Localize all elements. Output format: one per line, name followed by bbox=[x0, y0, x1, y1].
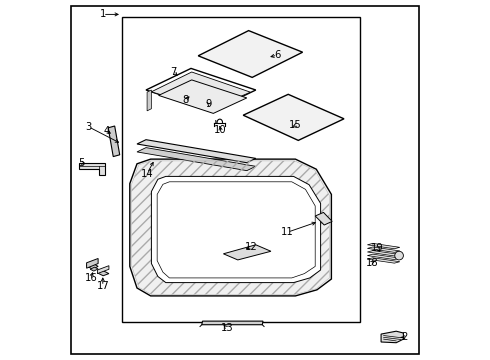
Polygon shape bbox=[368, 243, 400, 249]
Text: 13: 13 bbox=[220, 323, 233, 333]
Polygon shape bbox=[137, 148, 256, 171]
Text: 8: 8 bbox=[182, 95, 189, 105]
Text: 16: 16 bbox=[85, 273, 98, 283]
Text: 18: 18 bbox=[366, 258, 378, 268]
Text: 7: 7 bbox=[171, 67, 177, 77]
Polygon shape bbox=[368, 251, 400, 256]
Polygon shape bbox=[90, 267, 98, 271]
Polygon shape bbox=[243, 94, 344, 140]
Polygon shape bbox=[315, 212, 332, 225]
Text: 17: 17 bbox=[97, 281, 109, 291]
Polygon shape bbox=[147, 90, 151, 111]
Polygon shape bbox=[198, 31, 303, 77]
Polygon shape bbox=[87, 263, 98, 269]
Text: 6: 6 bbox=[274, 50, 281, 60]
Text: 14: 14 bbox=[141, 168, 153, 179]
Polygon shape bbox=[159, 80, 247, 113]
Polygon shape bbox=[98, 271, 109, 276]
Polygon shape bbox=[130, 159, 331, 296]
Polygon shape bbox=[223, 245, 271, 260]
Text: 11: 11 bbox=[281, 227, 294, 237]
Circle shape bbox=[395, 251, 403, 260]
Polygon shape bbox=[368, 254, 400, 260]
Bar bbox=[122, 17, 360, 322]
Polygon shape bbox=[98, 266, 109, 274]
Polygon shape bbox=[87, 258, 98, 268]
Polygon shape bbox=[137, 140, 256, 163]
Text: 5: 5 bbox=[78, 158, 85, 168]
Polygon shape bbox=[108, 126, 120, 157]
Polygon shape bbox=[151, 176, 320, 283]
Polygon shape bbox=[381, 331, 403, 343]
Text: 10: 10 bbox=[214, 125, 227, 135]
Text: 19: 19 bbox=[371, 243, 384, 253]
Text: 1: 1 bbox=[99, 9, 106, 19]
Text: 3: 3 bbox=[85, 122, 92, 132]
Polygon shape bbox=[202, 321, 263, 325]
Polygon shape bbox=[151, 72, 250, 110]
Polygon shape bbox=[146, 68, 256, 112]
Text: 12: 12 bbox=[245, 242, 258, 252]
Polygon shape bbox=[368, 258, 400, 263]
Text: 4: 4 bbox=[103, 126, 110, 136]
Text: 15: 15 bbox=[289, 120, 302, 130]
Text: 2: 2 bbox=[401, 332, 407, 342]
Polygon shape bbox=[79, 163, 105, 175]
Polygon shape bbox=[368, 247, 400, 252]
Text: 9: 9 bbox=[206, 99, 212, 109]
